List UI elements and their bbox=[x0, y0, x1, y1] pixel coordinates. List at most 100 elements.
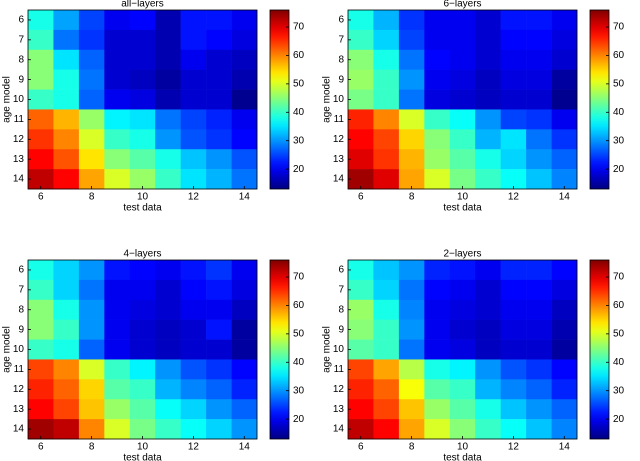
heatmap-cell bbox=[348, 319, 374, 340]
heatmap-cell bbox=[398, 260, 425, 281]
heatmap-cell bbox=[78, 339, 105, 360]
heatmap-cell bbox=[180, 319, 207, 340]
heatmap-cell bbox=[449, 299, 476, 320]
heatmap-cell bbox=[231, 260, 258, 281]
heatmap-cell bbox=[180, 149, 207, 170]
heatmap-cell bbox=[475, 379, 501, 400]
heatmap-cell bbox=[348, 29, 374, 51]
heatmap-cell bbox=[129, 89, 156, 110]
heatmap-cell bbox=[551, 279, 578, 301]
heatmap-cell bbox=[206, 319, 232, 340]
heatmap-cell bbox=[526, 29, 552, 51]
heatmap-cell bbox=[500, 149, 527, 170]
heatmap-cell bbox=[231, 89, 258, 110]
heatmap-cell bbox=[500, 279, 527, 301]
heatmap-cell bbox=[373, 109, 400, 130]
heatmap-cell bbox=[104, 169, 131, 190]
heatmap-cell bbox=[104, 69, 131, 90]
heatmap-cell bbox=[526, 129, 552, 150]
colorbar-tick-label: 40 bbox=[613, 357, 625, 368]
y-tick-label: 12 bbox=[13, 384, 25, 395]
heatmap-cell bbox=[53, 69, 80, 90]
colorbar-tick-label: 20 bbox=[293, 164, 305, 175]
colorbar-tick-label: 60 bbox=[613, 50, 625, 61]
heatmap-cell bbox=[449, 319, 476, 340]
colorbar-tick-label: 70 bbox=[613, 272, 625, 283]
heatmap-cell bbox=[53, 319, 80, 340]
heatmap-cell bbox=[551, 10, 578, 31]
heatmap-cell bbox=[155, 379, 181, 400]
heatmap-cell bbox=[155, 260, 181, 281]
y-tick-label: 11 bbox=[14, 364, 25, 375]
heatmap-cell bbox=[155, 29, 181, 51]
x-tick-label: 14 bbox=[239, 192, 251, 203]
heatmap-cell bbox=[500, 359, 527, 380]
heatmap-cell bbox=[551, 399, 578, 420]
heatmap-cell bbox=[180, 89, 207, 110]
heatmap-cell bbox=[449, 89, 476, 110]
heatmap-cell bbox=[348, 299, 374, 320]
x-tick-label: 10 bbox=[137, 442, 149, 453]
heatmap-cell bbox=[28, 89, 54, 110]
heatmap-cell bbox=[129, 169, 156, 190]
heatmap-cell bbox=[348, 399, 374, 420]
heatmap-cell bbox=[155, 279, 181, 301]
heatmap-cell bbox=[129, 149, 156, 170]
heatmap-cell bbox=[104, 359, 131, 380]
heatmap-cell bbox=[348, 169, 374, 190]
heatmap-cell bbox=[28, 359, 54, 380]
heatmap-cell bbox=[449, 260, 476, 281]
heatmap-cell bbox=[180, 279, 207, 301]
heatmap-cell bbox=[129, 29, 156, 51]
heatmap-cell bbox=[551, 149, 578, 170]
colorbar-tick-label: 50 bbox=[293, 79, 305, 90]
heatmap-cell bbox=[180, 29, 207, 51]
heatmap-cell bbox=[28, 339, 54, 360]
heatmap-cell bbox=[398, 49, 425, 70]
heatmap-cell bbox=[180, 419, 207, 440]
heatmap-cell bbox=[28, 69, 54, 90]
heatmap-cell bbox=[551, 169, 578, 190]
heatmap-cell bbox=[104, 299, 131, 320]
heatmap-cell bbox=[526, 49, 552, 70]
heatmap-cell bbox=[28, 379, 54, 400]
x-tick-label: 8 bbox=[409, 192, 415, 203]
heatmap-cell bbox=[475, 29, 501, 51]
heatmap-cell bbox=[180, 109, 207, 130]
heatmap-cell bbox=[424, 109, 451, 130]
x-tick-label: 10 bbox=[457, 442, 469, 453]
heatmap-cell bbox=[155, 169, 181, 190]
heatmap-cell bbox=[526, 399, 552, 420]
heatmap-cell bbox=[53, 149, 80, 170]
heatmap-cell bbox=[475, 149, 501, 170]
heatmap-cell bbox=[129, 129, 156, 150]
heatmap-cell bbox=[206, 49, 232, 70]
colorbar-tick-label: 30 bbox=[613, 385, 625, 396]
heatmap-cell bbox=[398, 339, 425, 360]
heatmap-cell bbox=[53, 399, 80, 420]
heatmap-cell bbox=[104, 319, 131, 340]
heatmap-cell bbox=[104, 149, 131, 170]
heatmap-cell bbox=[398, 149, 425, 170]
x-tick-label: 14 bbox=[559, 442, 571, 453]
heatmap-cell bbox=[28, 129, 54, 150]
y-tick-label: 8 bbox=[18, 54, 24, 65]
heatmap-cell bbox=[155, 129, 181, 150]
heatmap-cell bbox=[424, 419, 451, 440]
heatmap-cell bbox=[129, 319, 156, 340]
x-tick-label: 12 bbox=[508, 192, 520, 203]
heatmap-cell bbox=[348, 69, 374, 90]
y-tick-label: 14 bbox=[333, 424, 345, 435]
y-tick-label: 13 bbox=[333, 404, 345, 415]
heatmap-cell bbox=[53, 89, 80, 110]
heatmap-cell bbox=[104, 49, 131, 70]
heatmap-cell bbox=[180, 169, 207, 190]
heatmap-cell bbox=[424, 379, 451, 400]
x-tick-label: 12 bbox=[508, 442, 520, 453]
heatmap-cell bbox=[104, 10, 131, 31]
heatmap-cell bbox=[206, 279, 232, 301]
heatmap-cell bbox=[526, 339, 552, 360]
heatmap-cell bbox=[526, 89, 552, 110]
heatmap-cell bbox=[500, 69, 527, 90]
heatmap-cell bbox=[526, 379, 552, 400]
